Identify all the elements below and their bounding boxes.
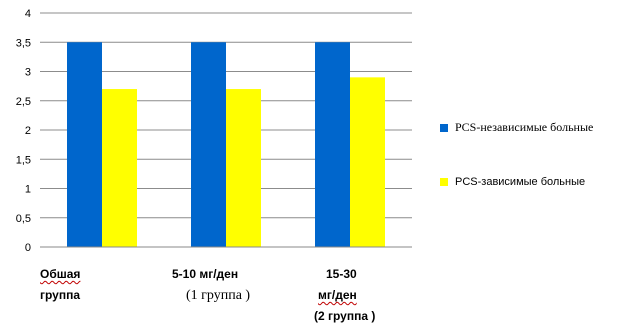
bar-series1-cat1: [226, 89, 261, 247]
y-tick-label: 4: [25, 8, 31, 20]
bar-series0-cat2: [315, 42, 350, 247]
y-tick-label: 2,5: [16, 96, 31, 108]
bar-series0-cat0: [67, 42, 102, 247]
y-tick-label: 3,5: [16, 37, 31, 49]
y-tick-label: 1,5: [16, 154, 31, 166]
category-label-2: 15-30 мг/ден (2 группа ): [314, 264, 375, 327]
legend-swatch-blue: [440, 123, 448, 132]
category-2-line-1: 15-30: [326, 267, 357, 281]
legend-item-dependent: PCS-зависимые больные: [440, 176, 585, 188]
bar-series1-cat0: [102, 89, 137, 247]
category-2-line-2: мг/ден: [318, 288, 357, 302]
bar-series1-cat2: [350, 77, 385, 247]
category-1-line-2: (1 группа ): [186, 288, 251, 303]
category-label-1: 5-10 мг/ден (1 группа ): [172, 264, 250, 306]
legend-swatch-yellow: [440, 178, 448, 186]
category-2-line-3: (2 группа ): [314, 309, 376, 323]
category-1-line-1: 5-10 мг/ден: [172, 267, 239, 281]
y-tick-label: 3: [25, 67, 31, 79]
legend-label-dependent: PCS-зависимые больные: [455, 176, 586, 188]
y-tick-label: 0,5: [16, 213, 31, 225]
bar-series0-cat1: [191, 42, 226, 247]
category-0-line-1: Обшая: [40, 267, 81, 281]
bars: [67, 42, 385, 247]
legend-label-independent: PCS-независимые больные: [455, 120, 594, 134]
category-label-0: Обшая группа: [40, 264, 80, 306]
category-0-line-2: группа: [40, 288, 81, 302]
y-tick-label: 1: [25, 184, 31, 196]
legend-item-independent: PCS-независимые больные: [440, 120, 593, 135]
y-tick-label: 0: [25, 242, 31, 254]
y-axis-tick-labels: 0 0,5 1 1,5 2 2,5 3 3,5 4: [16, 8, 31, 254]
y-tick-label: 2: [25, 125, 31, 137]
